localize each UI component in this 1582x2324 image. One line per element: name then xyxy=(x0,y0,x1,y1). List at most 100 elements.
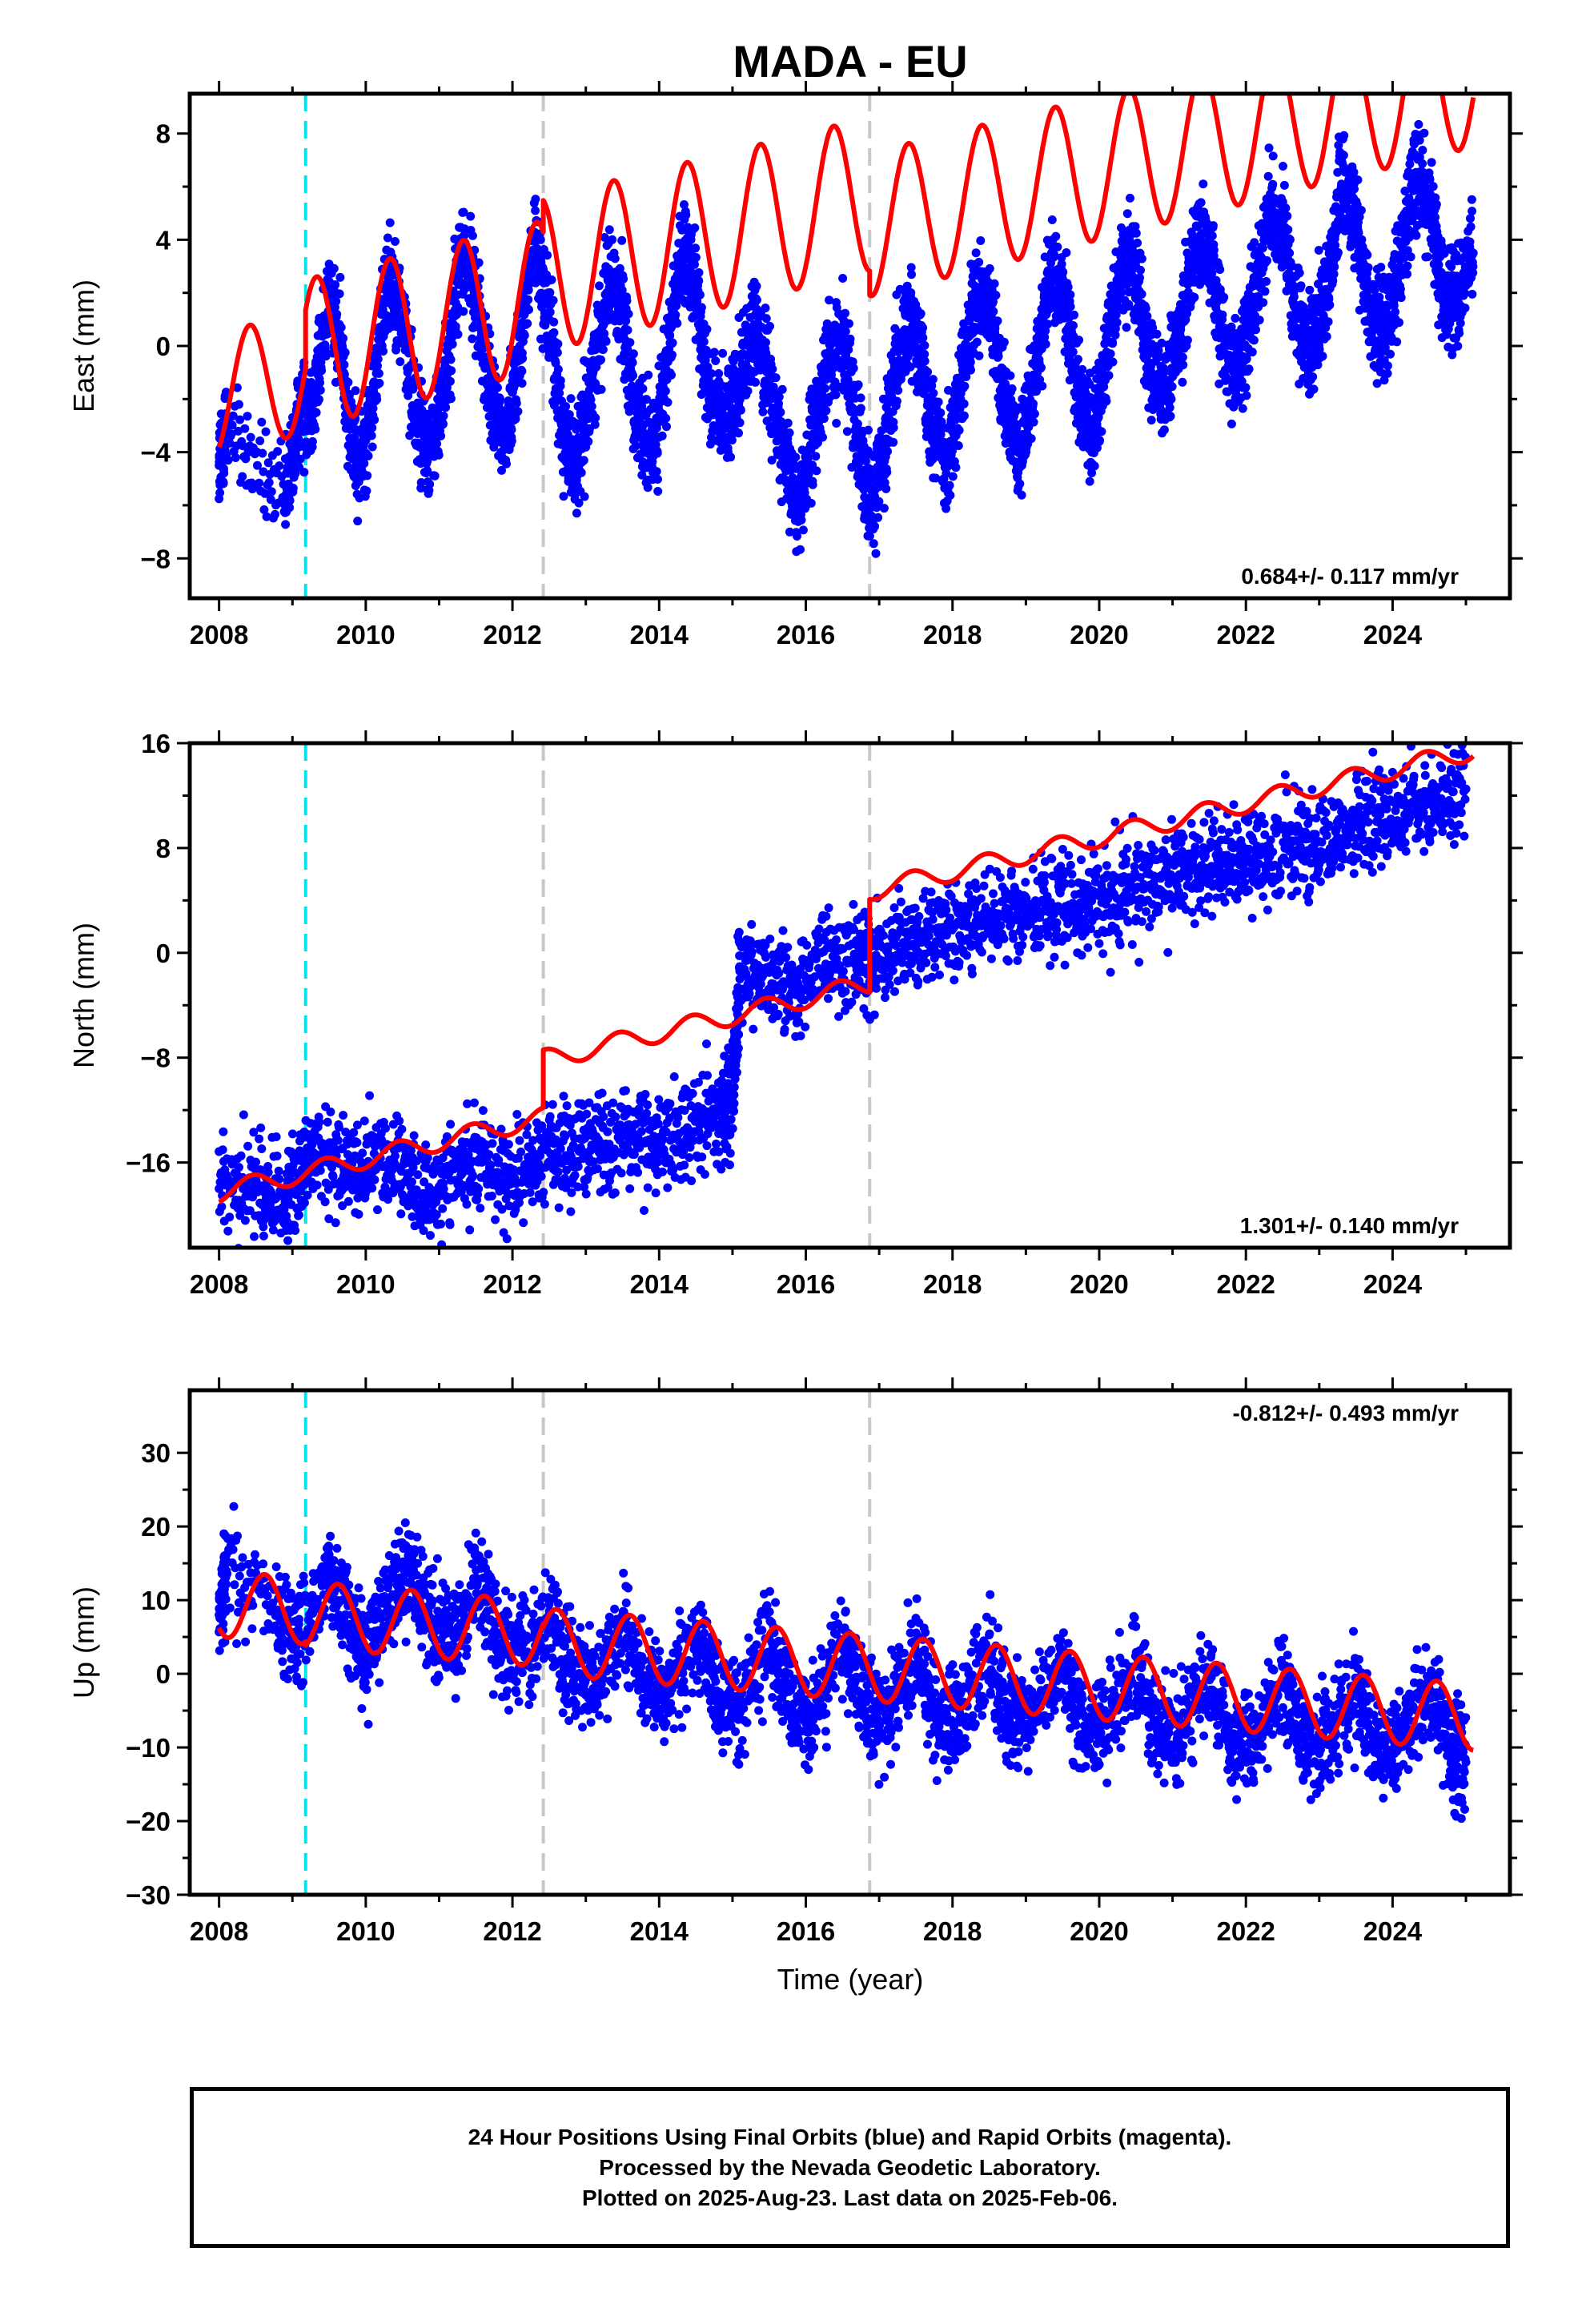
data-point xyxy=(776,408,785,417)
data-point xyxy=(934,397,943,407)
data-point xyxy=(663,397,673,407)
data-point xyxy=(1043,320,1053,329)
data-point xyxy=(628,371,638,380)
data-point xyxy=(263,458,273,468)
data-point xyxy=(714,369,724,378)
data-point xyxy=(1070,310,1079,320)
data-point xyxy=(596,384,606,394)
data-point xyxy=(295,454,305,464)
data-point xyxy=(752,281,761,291)
data-point xyxy=(339,360,349,369)
data-point xyxy=(1165,403,1174,412)
data-point xyxy=(870,521,880,531)
data-point xyxy=(1041,340,1050,349)
data-point xyxy=(227,429,236,439)
data-point xyxy=(1040,332,1050,342)
data-point xyxy=(890,324,900,333)
data-point xyxy=(547,275,556,284)
data-point xyxy=(1146,416,1156,425)
data-point xyxy=(517,367,527,376)
data-point xyxy=(845,334,855,344)
data-point xyxy=(1208,221,1218,231)
data-point xyxy=(1029,417,1038,427)
data-point xyxy=(883,447,893,456)
data-point xyxy=(235,400,243,409)
data-point xyxy=(1097,427,1106,436)
data-point xyxy=(623,325,632,335)
data-point xyxy=(690,223,700,232)
data-point xyxy=(1058,267,1068,277)
data-point xyxy=(918,333,928,343)
data-point xyxy=(1112,318,1122,328)
data-point xyxy=(985,263,994,273)
data-point xyxy=(1215,265,1225,275)
chart-title: MADA - EU xyxy=(733,36,967,86)
data-point xyxy=(335,289,344,299)
data-point xyxy=(223,456,233,465)
data-point xyxy=(507,436,516,446)
data-point xyxy=(711,356,721,365)
data-point xyxy=(821,406,831,416)
data-point xyxy=(1026,434,1036,444)
data-point xyxy=(235,415,245,424)
data-point xyxy=(751,377,760,387)
data-point xyxy=(771,373,781,383)
data-point xyxy=(234,426,243,436)
data-point xyxy=(468,334,477,344)
data-point xyxy=(743,386,753,396)
data-point xyxy=(806,498,816,508)
data-point xyxy=(991,291,1001,300)
data-point xyxy=(652,467,661,476)
data-point xyxy=(1007,384,1017,393)
data-point xyxy=(1050,250,1059,259)
data-point xyxy=(329,263,339,273)
data-point xyxy=(439,411,448,420)
data-point xyxy=(1063,283,1073,292)
data-point xyxy=(489,442,499,452)
data-point xyxy=(549,328,559,337)
data-point xyxy=(1051,231,1061,241)
data-point xyxy=(1122,323,1131,332)
data-point xyxy=(625,338,635,348)
data-point xyxy=(631,441,640,451)
data-point xyxy=(523,319,532,328)
data-point xyxy=(774,399,783,408)
data-point xyxy=(642,395,652,404)
data-point xyxy=(624,407,634,416)
data-point xyxy=(1124,300,1134,309)
data-point xyxy=(255,436,265,445)
data-point xyxy=(702,324,712,334)
data-point xyxy=(889,423,898,432)
data-point xyxy=(1285,235,1295,244)
data-point xyxy=(396,357,405,367)
data-point xyxy=(838,274,848,283)
data-point xyxy=(621,316,631,326)
data-point xyxy=(1131,228,1141,238)
data-point xyxy=(574,498,584,508)
data-point xyxy=(340,348,350,357)
data-point xyxy=(518,354,528,363)
data-point xyxy=(767,456,777,465)
data-point xyxy=(1117,287,1126,297)
data-point xyxy=(1137,254,1146,263)
data-point xyxy=(994,352,1003,361)
data-point xyxy=(336,323,346,332)
data-point xyxy=(373,361,382,371)
data-point xyxy=(818,432,827,442)
data-point xyxy=(566,394,576,404)
data-point xyxy=(446,394,456,404)
data-point xyxy=(906,288,916,297)
data-point xyxy=(586,395,596,404)
data-point xyxy=(1130,222,1140,231)
data-point xyxy=(856,404,865,413)
data-point xyxy=(736,405,745,415)
data-point xyxy=(495,394,504,404)
east-panel: 2008 2010 2012 2014 2016 2018 2020 2022 2024−8−4… xyxy=(67,81,1523,649)
data-point xyxy=(665,331,675,340)
data-point xyxy=(845,319,853,328)
data-point xyxy=(873,513,883,522)
data-point xyxy=(729,356,738,366)
data-point xyxy=(453,330,463,339)
data-point xyxy=(811,452,821,461)
data-point xyxy=(990,279,999,288)
